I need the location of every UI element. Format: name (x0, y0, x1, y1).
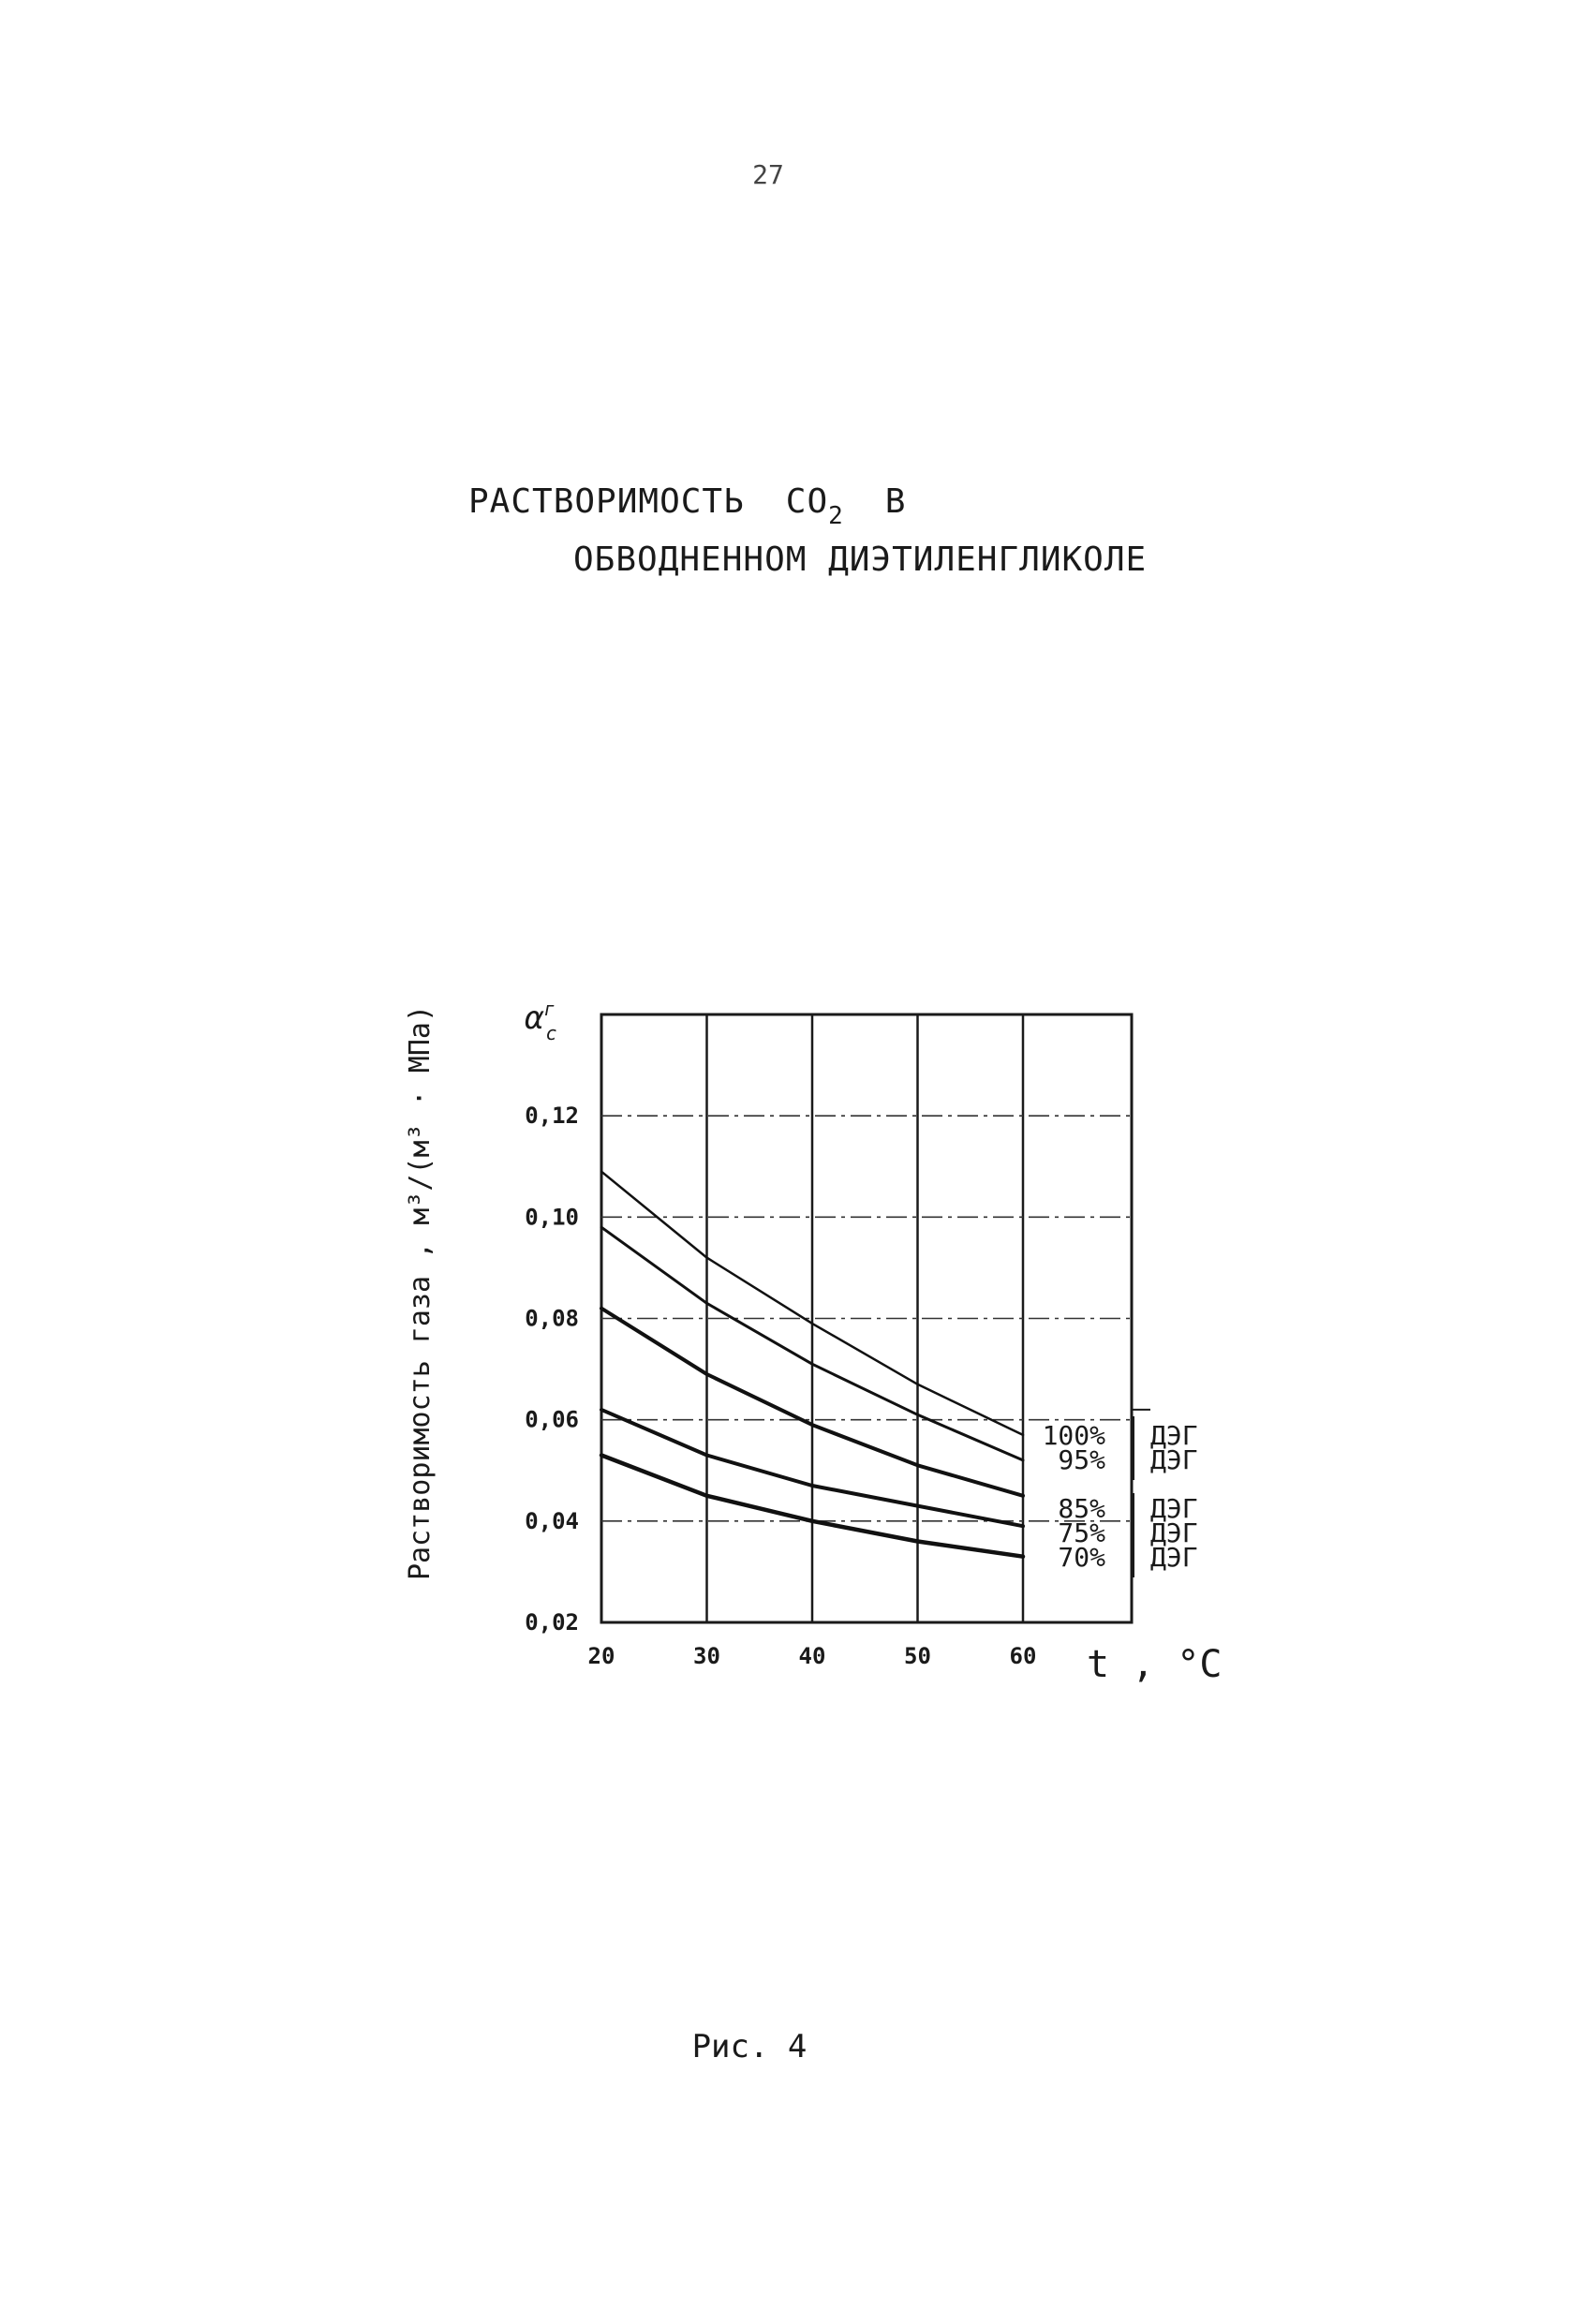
figure-caption: Рис. 4 (691, 2028, 808, 2065)
grid-lines (601, 1014, 1132, 1622)
title-formula: CO (785, 482, 829, 521)
y-symbol-alpha: α (525, 999, 544, 1037)
title-line-2: ОБВОДНЕННОМ ДИЭТИЛЕНГЛИКОЛЕ (573, 540, 1148, 579)
page-number: 27 (752, 159, 784, 190)
legend-percent: 95% (1058, 1444, 1105, 1475)
series-legend: 100% ДЭГ 95% ДЭГ 85% ДЭГ 75% ДЭГ 70% ДЭГ (1043, 1416, 1198, 1577)
x-tick-label: 30 (693, 1643, 720, 1669)
legend-agent: ДЭГ (1150, 1493, 1198, 1524)
x-tick-label: 20 (588, 1643, 615, 1669)
y-axis-symbol: αг с (525, 998, 557, 1044)
legend-percent: 75% (1058, 1517, 1105, 1548)
legend-agent: ДЭГ (1150, 1444, 1198, 1475)
x-axis-label: t , °C (1087, 1643, 1223, 1686)
series-lines (599, 1170, 1026, 1559)
series-line (600, 1170, 1025, 1437)
title-subscript: 2 (828, 502, 844, 530)
x-tick-label: 60 (1010, 1643, 1037, 1669)
series-line (600, 1407, 1025, 1529)
y-tick-label: 0,10 (525, 1204, 579, 1230)
x-tick-label: 50 (904, 1643, 931, 1669)
title-suffix: В (884, 482, 907, 521)
y-tick-label: 0,02 (525, 1609, 579, 1636)
title-line-1: РАСТВОРИМОСТЬ CO2 В (468, 473, 1218, 531)
y-axis-label: Растворимость газа , м³/(м³ · МПа) (404, 1005, 437, 1580)
y-tick-label: 0,04 (525, 1508, 579, 1534)
title-prefix: РАСТВОРИМОСТЬ (468, 482, 745, 521)
y-tick-label: 0,06 (525, 1407, 579, 1433)
legend-agent: ДЭГ (1150, 1420, 1198, 1451)
legend-percent: 100% (1043, 1420, 1106, 1451)
y-symbol-sub: с (546, 1022, 557, 1044)
legend-percent: 70% (1058, 1542, 1105, 1573)
chart-title: РАСТВОРИМОСТЬ CO2 В ОБВОДНЕННОМ ДИЭТИЛЕНГЛ… (468, 473, 1218, 589)
y-symbol-super: г (543, 998, 555, 1020)
legend-percent: 85% (1058, 1493, 1105, 1524)
series-line (599, 1453, 1026, 1559)
y-tick-label: 0,08 (525, 1306, 579, 1332)
legend-agent: ДЭГ (1150, 1517, 1198, 1548)
tick-labels: 20 30 40 50 60 0,02 0,04 0,06 0,08 0,10 0,12 (525, 1103, 1036, 1669)
y-tick-label: 0,12 (525, 1103, 579, 1129)
legend-agent: ДЭГ (1150, 1542, 1198, 1573)
x-tick-label: 40 (799, 1643, 826, 1669)
series-line (600, 1225, 1025, 1462)
series-line (600, 1306, 1025, 1498)
